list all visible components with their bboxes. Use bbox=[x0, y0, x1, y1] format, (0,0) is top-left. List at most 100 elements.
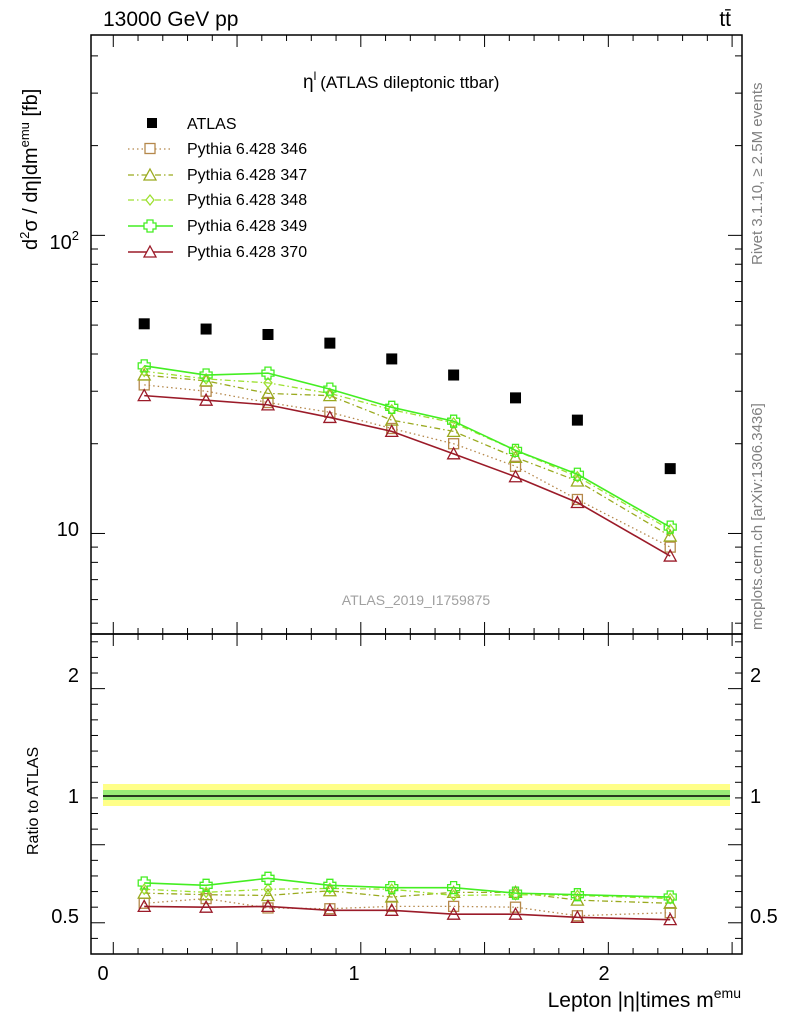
legend-label-349: Pythia 6.428 349 bbox=[187, 218, 307, 235]
y-tick-100: 102 bbox=[50, 228, 79, 254]
ratio-point-370 bbox=[663, 912, 678, 926]
ratio-point-370 bbox=[322, 902, 337, 916]
ratio-y-tick-2-right: 2 bbox=[750, 665, 761, 687]
ratio-point-349 bbox=[261, 871, 275, 885]
legend-label-348: Pythia 6.428 348 bbox=[187, 192, 307, 209]
legend-marker-348 bbox=[145, 193, 155, 207]
main-point-370 bbox=[199, 392, 214, 406]
plot-title: ηl (ATLAS dileptonic ttbar) bbox=[303, 69, 499, 93]
legend-marker-349 bbox=[143, 219, 157, 233]
ratio-line-370 bbox=[144, 905, 671, 921]
ratio-point-370 bbox=[384, 902, 399, 916]
legend-marker-370 bbox=[142, 244, 158, 258]
rivet-version-label: Rivet 3.1.10, ≥ 2.5M events bbox=[749, 83, 766, 266]
main-point-346 bbox=[571, 493, 584, 506]
x-tick-0: 0 bbox=[97, 963, 108, 985]
main-point-349 bbox=[261, 366, 275, 380]
main-point-atlas bbox=[571, 414, 583, 426]
ratio-point-347 bbox=[137, 885, 152, 899]
ratio-point-348 bbox=[325, 882, 335, 895]
ratio-y-tick-05-right: 0.5 bbox=[750, 906, 778, 928]
main-point-370 bbox=[260, 397, 276, 411]
ratio-point-370 bbox=[260, 899, 276, 913]
process-label: tt̄ bbox=[719, 8, 731, 31]
ratio-y-tick-1-left: 1 bbox=[68, 786, 79, 808]
ratio-y-tick-2-left: 2 bbox=[68, 665, 79, 687]
ratio-point-347 bbox=[384, 889, 399, 903]
legend-entry-370: Pythia 6.428 370 bbox=[128, 244, 307, 261]
legend-entry-349: Pythia 6.428 349 bbox=[128, 218, 307, 235]
main-point-atlas bbox=[138, 318, 150, 330]
ratio-point-347 bbox=[508, 884, 523, 898]
ratio-point-349 bbox=[323, 878, 337, 892]
main-point-346 bbox=[386, 422, 398, 435]
x-tick-2: 2 bbox=[598, 963, 609, 985]
legend-marker-347 bbox=[142, 167, 158, 181]
legend-label-347: Pythia 6.428 347 bbox=[187, 167, 307, 184]
main-point-346 bbox=[664, 541, 676, 553]
ratio-point-349 bbox=[199, 878, 213, 892]
main-point-atlas bbox=[510, 392, 522, 404]
ratio-point-348 bbox=[263, 883, 273, 896]
main-series-group bbox=[137, 318, 678, 562]
ratio-series-group bbox=[137, 871, 678, 926]
main-point-349 bbox=[570, 467, 585, 481]
legend-label-370: Pythia 6.428 370 bbox=[187, 244, 307, 261]
x-tick-1: 1 bbox=[348, 963, 359, 985]
main-line-349 bbox=[144, 365, 671, 528]
energy-label: 13000 GeV pp bbox=[103, 8, 238, 31]
ratio-axis-ticks bbox=[91, 634, 742, 955]
ratio-point-349 bbox=[570, 888, 585, 902]
ratio-line-349 bbox=[144, 877, 671, 898]
mcplots-label: mcplots.cern.ch [arXiv:1306.3436] bbox=[749, 403, 766, 630]
ratio-line-346 bbox=[144, 897, 671, 917]
ratio-point-370 bbox=[199, 899, 214, 913]
main-point-370 bbox=[508, 469, 523, 483]
ratio-point-349 bbox=[508, 886, 523, 900]
ratio-plot-frame bbox=[90, 633, 743, 955]
legend-label-atlas: ATLAS bbox=[187, 116, 237, 133]
main-point-347 bbox=[446, 424, 461, 438]
main-point-349 bbox=[508, 443, 523, 458]
ratio-point-346 bbox=[509, 901, 522, 913]
ratio-y-tick-05-left: 0.5 bbox=[51, 906, 79, 928]
main-point-347 bbox=[137, 367, 152, 381]
main-y-axis-title: d2σ / dη|dmemu [fb] bbox=[17, 89, 42, 250]
main-point-atlas bbox=[664, 463, 676, 475]
main-point-349 bbox=[137, 359, 151, 373]
ratio-point-346 bbox=[262, 902, 274, 914]
main-line-346 bbox=[144, 384, 671, 548]
main-point-atlas bbox=[324, 337, 336, 349]
legend-marker-atlas bbox=[147, 118, 157, 128]
legend: ATLAS Pythia 6.428 346 Pythia 6.428 347 … bbox=[128, 116, 307, 261]
ratio-line-348 bbox=[144, 887, 671, 900]
legend-marker-346 bbox=[144, 142, 156, 155]
ratio-point-349 bbox=[663, 890, 677, 904]
legend-entry-atlas: ATLAS bbox=[147, 116, 237, 133]
main-point-atlas bbox=[200, 323, 212, 335]
legend-entry-348: Pythia 6.428 348 bbox=[128, 192, 307, 209]
main-point-370 bbox=[570, 495, 585, 509]
ratio-point-370 bbox=[446, 906, 461, 920]
main-point-349 bbox=[446, 414, 461, 428]
main-line-370 bbox=[144, 394, 671, 557]
ratio-point-349 bbox=[446, 881, 461, 895]
main-point-atlas bbox=[386, 353, 398, 365]
legend-entry-346: Pythia 6.428 346 bbox=[128, 141, 307, 158]
main-point-346 bbox=[262, 396, 274, 409]
main-point-349 bbox=[323, 382, 337, 396]
main-axis-ticks bbox=[91, 35, 742, 634]
main-point-370 bbox=[446, 446, 461, 460]
main-line-348 bbox=[144, 370, 671, 531]
ratio-y-tick-1-right: 1 bbox=[750, 786, 761, 808]
legend-label-346: Pythia 6.428 346 bbox=[187, 141, 307, 158]
main-point-349 bbox=[663, 520, 677, 534]
main-point-349 bbox=[385, 400, 399, 414]
ratio-point-370 bbox=[570, 909, 585, 923]
ratio-point-349 bbox=[385, 881, 399, 895]
main-point-348 bbox=[665, 523, 676, 536]
ratio-point-370 bbox=[508, 906, 523, 920]
main-point-349 bbox=[199, 368, 213, 382]
ratio-y-axis-title: Ratio to ATLAS bbox=[25, 747, 42, 855]
